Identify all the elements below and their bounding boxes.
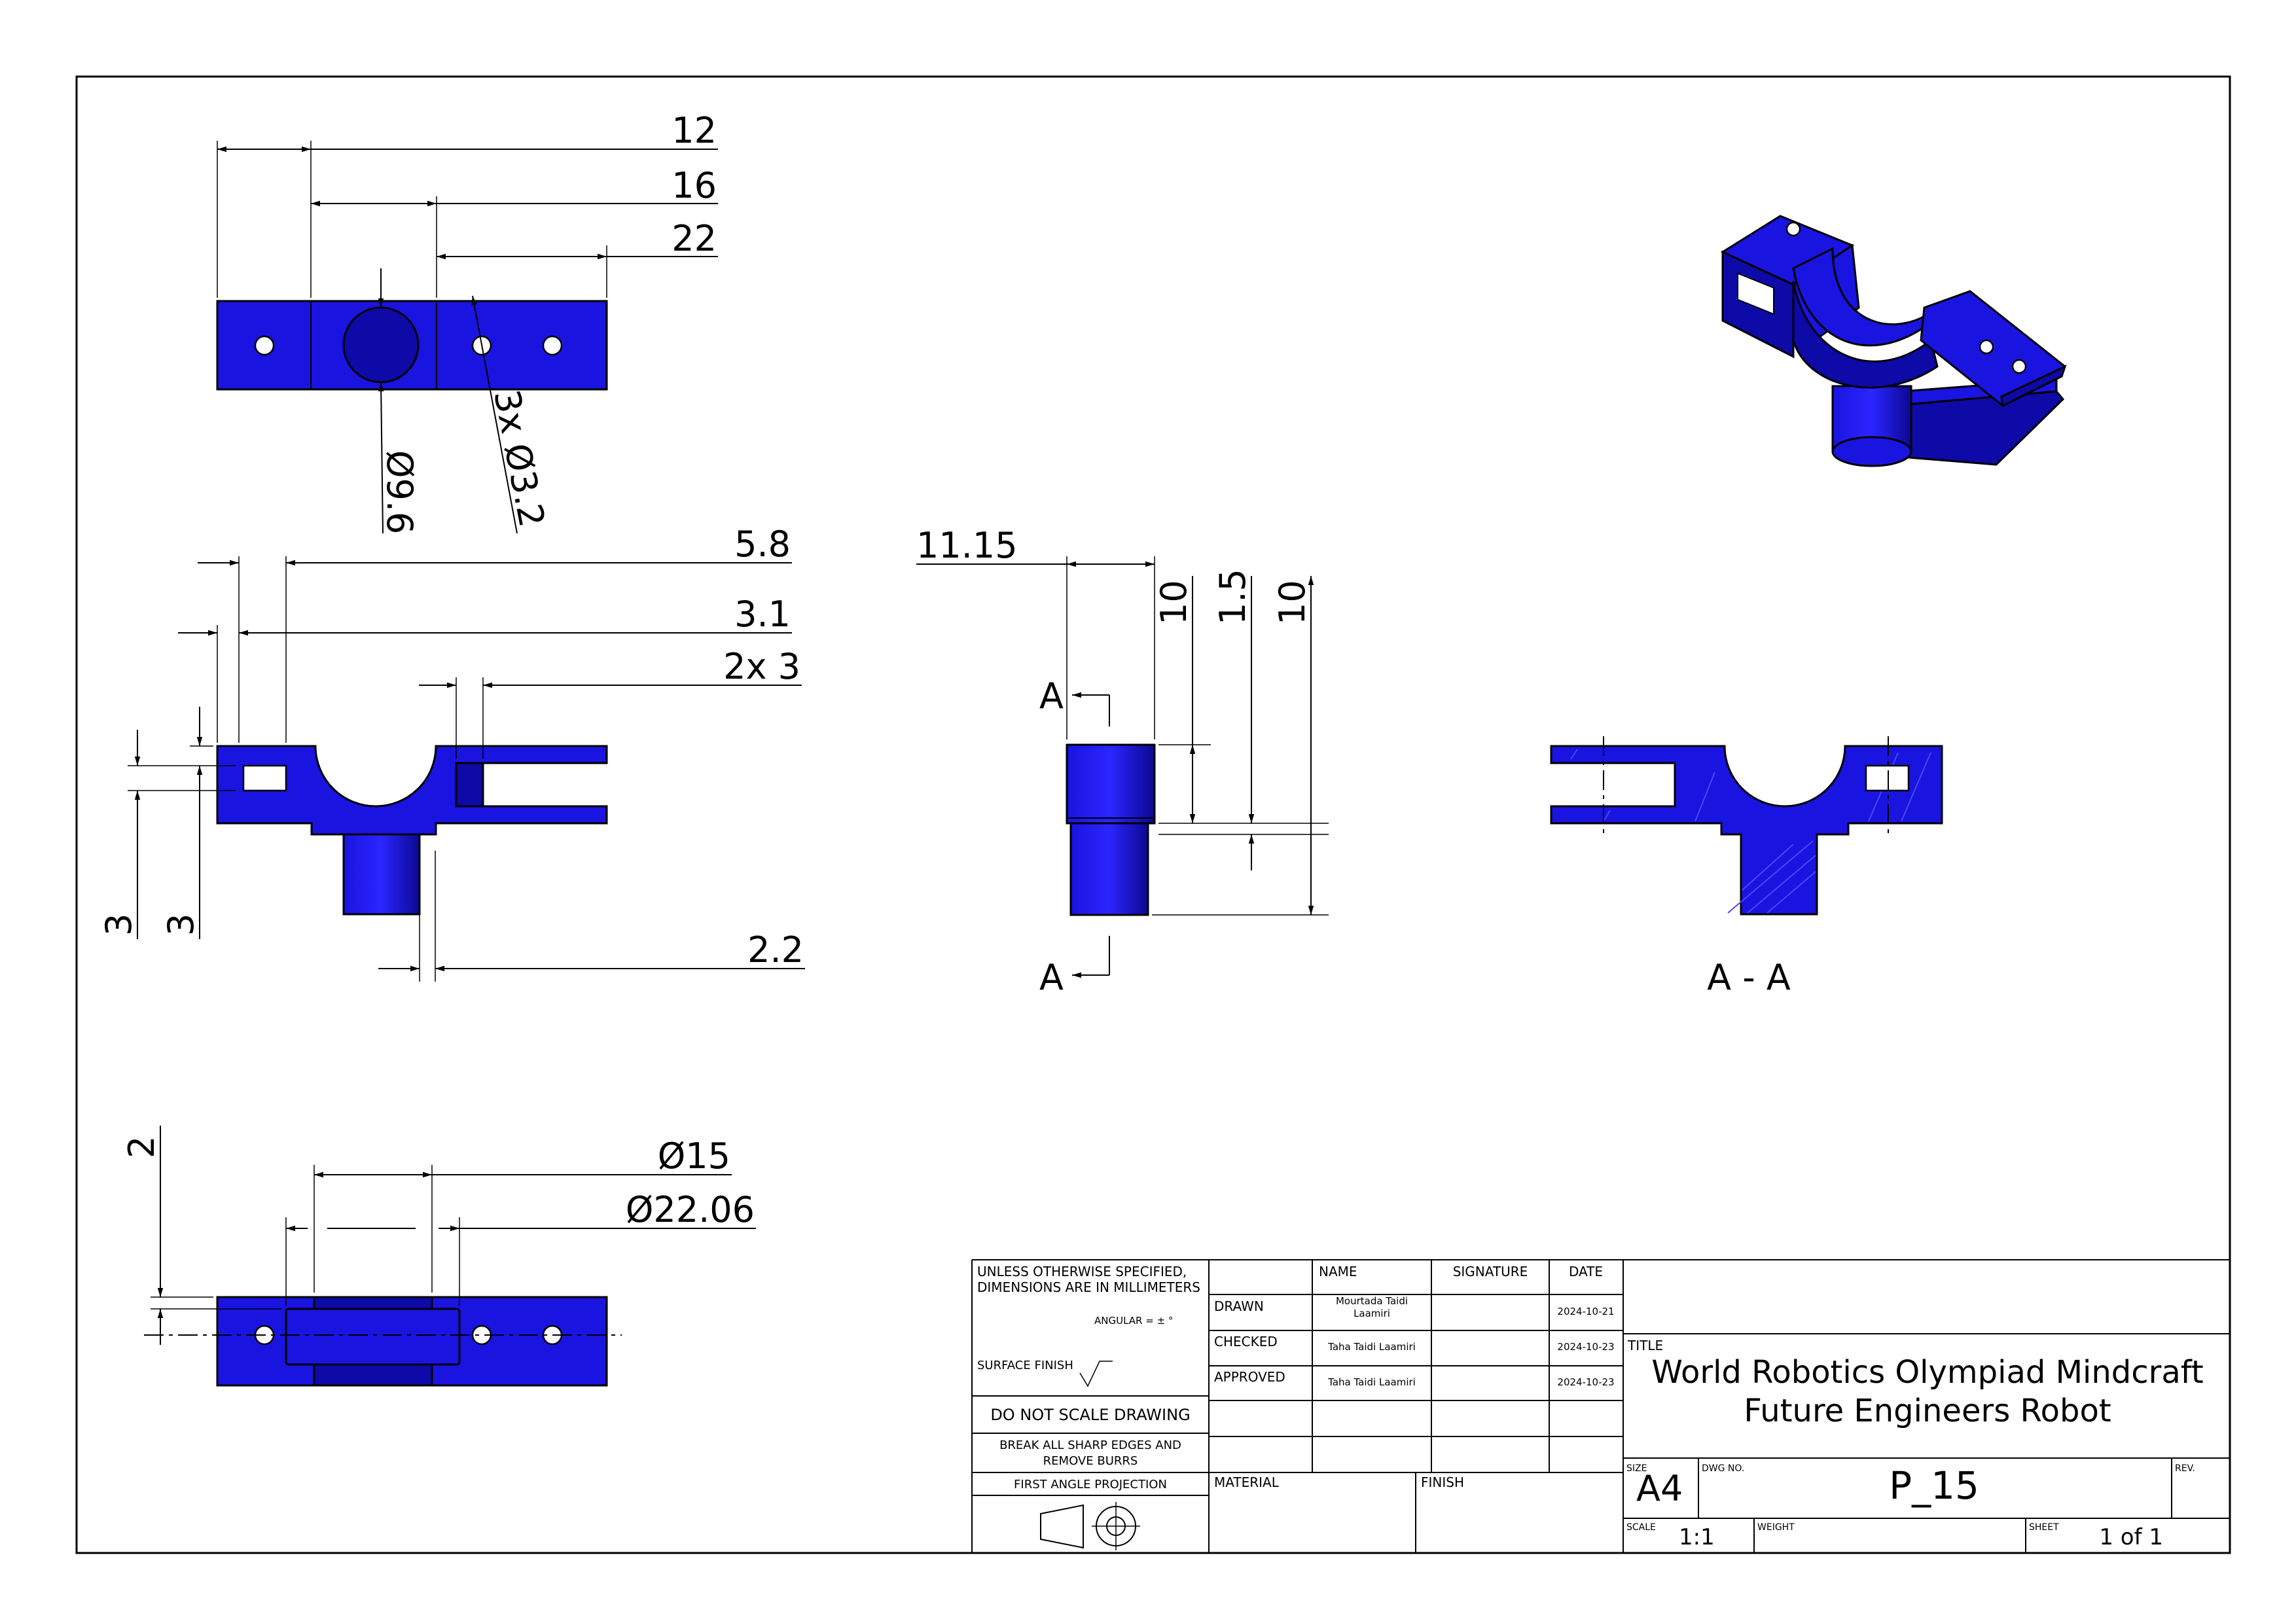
dim-5-8: 5.8: [734, 524, 791, 565]
size-label: SIZE: [1626, 1463, 1647, 1474]
projection-symbol-icon: [1040, 1502, 1140, 1550]
dim-3-1: 3.1: [734, 594, 791, 635]
top-view: 12 16 22 Ø9.6 3x Ø3.2: [216, 110, 718, 534]
dim-1-5: 1.5: [1212, 569, 1253, 625]
section-label: A - A: [1707, 957, 1791, 998]
rev-label: REV.: [2175, 1463, 2195, 1474]
dim-v3-b: 3: [160, 914, 202, 936]
title-line-1: World Robotics Olympiad Mindcraft: [1651, 1354, 2203, 1391]
row-approved-role: APPROVED: [1214, 1369, 1285, 1385]
scale-value: 1:1: [1679, 1524, 1715, 1550]
dim-22: 22: [672, 218, 717, 259]
header-signature: SIGNATURE: [1453, 1264, 1528, 1279]
bottom-view: Ø15 Ø22.06 2: [121, 1126, 756, 1387]
surface-finish-icon: [1079, 1361, 1113, 1387]
dwg-label: DWG NO.: [1702, 1463, 1744, 1474]
dim-v3-a: 3: [98, 914, 139, 936]
dim-2x3: 2x 3: [723, 646, 800, 687]
dim-12: 12: [672, 110, 717, 151]
dim-2: 2: [121, 1136, 162, 1158]
row-drawn-name-1: Mourtada Taidi: [1336, 1295, 1408, 1307]
dwg-number: P_15: [1889, 1463, 1979, 1508]
sheet-label: SHEET: [2029, 1522, 2059, 1533]
row-drawn-name-2: Laamiri: [1354, 1308, 1390, 1319]
note-angular: ANGULAR = ± °: [1094, 1315, 1173, 1327]
note-burrs-2: REMOVE BURRS: [1043, 1454, 1138, 1468]
title-line-2: Future Engineers Robot: [1744, 1393, 2111, 1429]
dim-holes-small: 3x Ø3.2: [486, 386, 552, 530]
section-view: A - A: [1550, 736, 1943, 998]
row-approved-date: 2024-10-23: [1557, 1376, 1614, 1388]
dim-16: 16: [672, 165, 717, 206]
size-value: A4: [1636, 1468, 1683, 1509]
title-block: UNLESS OTHERWISE SPECIFIED, DIMENSIONS A…: [971, 1259, 2230, 1553]
side-view: 11.15 10 1.5 10 A A: [916, 525, 1329, 998]
dim-11-15: 11.15: [916, 525, 1018, 566]
dim-10-a: 10: [1153, 580, 1194, 625]
row-drawn-role: DRAWN: [1214, 1298, 1264, 1314]
row-checked-date: 2024-10-23: [1557, 1341, 1614, 1353]
finish-label: FINISH: [1421, 1474, 1464, 1490]
dim-2-2: 2.2: [747, 929, 804, 971]
sheet-border: [75, 75, 2231, 1554]
isometric-view: [1720, 215, 2067, 467]
note-line1: UNLESS OTHERWISE SPECIFIED,: [977, 1264, 1187, 1279]
note-projection: FIRST ANGLE PROJECTION: [1014, 1478, 1167, 1491]
header-name: NAME: [1319, 1264, 1357, 1279]
front-view: 5.8 3.1 2x 3 2.2 3 3: [98, 524, 805, 982]
section-mark-bottom: A: [1039, 957, 1064, 998]
scale-label: SCALE: [1626, 1522, 1656, 1533]
row-approved-name: Taha Taidi Laamiri: [1327, 1376, 1416, 1388]
section-mark-top: A: [1039, 675, 1064, 717]
row-checked-role: CHECKED: [1214, 1334, 1278, 1349]
row-checked-name: Taha Taidi Laamiri: [1327, 1341, 1416, 1353]
dim-10-b: 10: [1272, 580, 1313, 625]
title-label: TITLE: [1627, 1338, 1663, 1353]
note-surface: SURFACE FINISH: [977, 1359, 1073, 1372]
note-no-scale: DO NOT SCALE DRAWING: [990, 1406, 1190, 1424]
dim-dia-22-06: Ø22.06: [626, 1189, 755, 1230]
header-date: DATE: [1569, 1264, 1603, 1279]
note-line2: DIMENSIONS ARE IN MILLIMETERS: [977, 1279, 1200, 1295]
dim-dia-15: Ø15: [658, 1135, 730, 1177]
weight-label: WEIGHT: [1757, 1522, 1795, 1533]
material-label: MATERIAL: [1214, 1474, 1280, 1490]
dim-hole-big: Ø9.6: [379, 450, 420, 534]
sheet-value: 1 of 1: [2099, 1524, 2163, 1550]
row-drawn-date: 2024-10-21: [1557, 1306, 1614, 1317]
note-burrs-1: BREAK ALL SHARP EDGES AND: [999, 1438, 1181, 1452]
